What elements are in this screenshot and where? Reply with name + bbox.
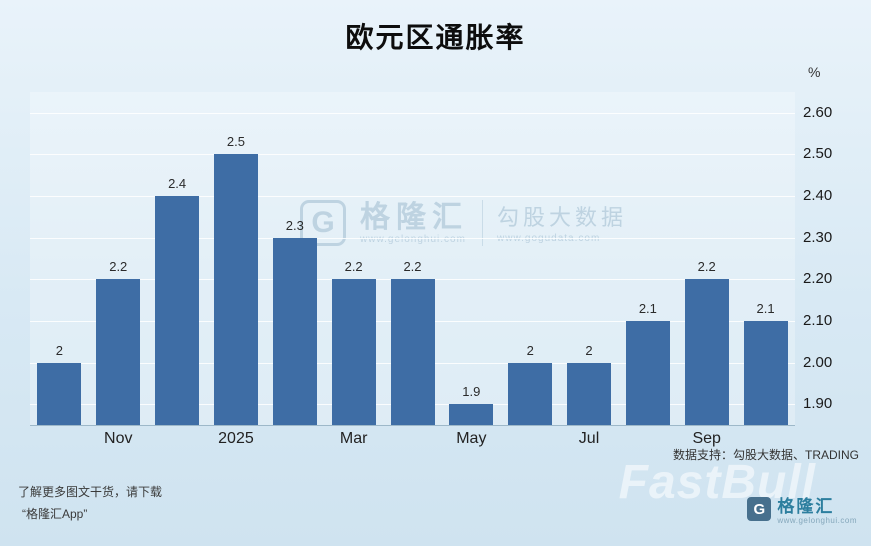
bar-value-label: 2 — [526, 342, 534, 358]
y-axis-unit-label: % — [808, 64, 821, 80]
x-axis-tick-label: Mar — [339, 430, 368, 447]
bar-value-label: 2.2 — [697, 259, 716, 275]
watermark-brand-url: www.gelonghui.com — [360, 233, 466, 245]
gridline — [30, 112, 795, 114]
bar — [390, 279, 435, 425]
chart-title: 欧元区通胀率 — [345, 22, 526, 53]
bar-value-label: 2.2 — [109, 259, 128, 275]
bar — [508, 362, 553, 425]
promo-line2: “格隆汇App” — [22, 507, 88, 521]
bar — [272, 237, 317, 425]
y-axis-tick-label: 2.30 — [803, 228, 833, 246]
bar-value-label: 2.3 — [285, 217, 304, 233]
x-axis-tick-label: Nov — [104, 430, 133, 447]
y-axis-tick-label: 2.50 — [803, 145, 833, 163]
watermark-secondary-text: 勾股大数据 — [497, 204, 628, 230]
x-axis-line — [30, 425, 795, 426]
bar — [684, 279, 729, 425]
x-axis-tick-label: Jul — [578, 430, 600, 447]
gelonghui-logo: G 格隆汇 www.gelonghui.com — [747, 497, 857, 525]
bar-value-label: 2.1 — [756, 300, 775, 316]
bar-value-label: 2.2 — [344, 259, 363, 275]
gelonghui-logo-text: 格隆汇 — [777, 497, 835, 516]
gridline — [30, 154, 795, 156]
gelonghui-watermark-icon: G — [300, 200, 346, 246]
bar — [743, 320, 788, 425]
y-axis-tick-label: 2.60 — [803, 103, 833, 121]
watermark-divider — [482, 200, 483, 246]
bar — [449, 404, 494, 425]
promo-text: 了解更多图文干货，请下载 “格隆汇App” — [18, 481, 162, 525]
bar — [331, 279, 376, 425]
bar — [37, 362, 82, 425]
data-source-note: 数据支持：勾股大数据、TRADING — [672, 448, 859, 462]
gridline — [30, 196, 795, 198]
bar-value-label: 1.9 — [462, 384, 481, 400]
bar-value-label: 2.1 — [638, 300, 657, 316]
bar-value-label: 2 — [55, 342, 64, 358]
y-axis-tick-label: 2.00 — [803, 353, 833, 371]
bar-value-label: 2.2 — [403, 259, 422, 275]
gelonghui-logo-url: www.gelonghui.com — [777, 516, 857, 525]
y-axis-tick-label: 1.90 — [803, 395, 833, 413]
bar-value-label: 2.4 — [168, 176, 187, 192]
y-axis-tick-label: 2.40 — [803, 187, 833, 205]
watermark-brand-text: 格隆汇 — [360, 200, 468, 234]
y-axis-tick-label: 2.20 — [803, 270, 833, 288]
y-axis-tick-label: 2.10 — [803, 311, 833, 329]
bar — [213, 154, 258, 425]
fastbull-watermark: FastBull — [618, 456, 816, 509]
gelonghui-logo-icon: G — [747, 497, 772, 521]
x-axis-tick-label: 2025 — [218, 430, 254, 447]
x-axis-tick-label: May — [456, 430, 487, 447]
bar-value-label: 2.5 — [226, 134, 245, 150]
bar-value-label: 2 — [585, 342, 593, 358]
bar — [625, 320, 670, 425]
promo-line1: 了解更多图文干货，请下载 — [18, 485, 163, 499]
bar — [96, 279, 141, 425]
bar — [567, 362, 612, 425]
x-axis-tick-label: Sep — [692, 430, 721, 447]
gridline — [30, 237, 795, 239]
bar — [155, 196, 200, 425]
